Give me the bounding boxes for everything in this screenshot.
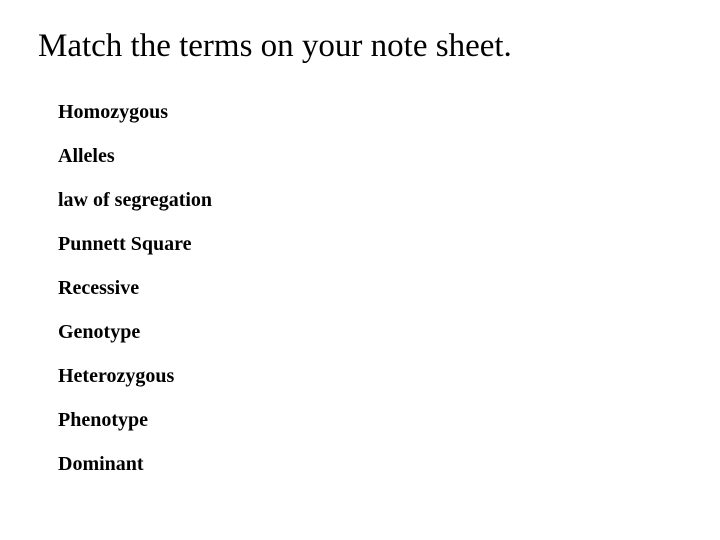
terms-list: Homozygous Alleles law of segregation Pu… <box>58 101 680 476</box>
term-item: Punnett Square <box>58 233 680 256</box>
term-item: Phenotype <box>58 409 680 432</box>
term-item: Genotype <box>58 321 680 344</box>
page-title: Match the terms on your note sheet. <box>38 28 680 65</box>
term-item: Heterozygous <box>58 365 680 388</box>
term-item: Alleles <box>58 145 680 168</box>
term-item: Homozygous <box>58 101 680 124</box>
term-item: law of segregation <box>58 189 680 212</box>
term-item: Dominant <box>58 453 680 476</box>
term-item: Recessive <box>58 277 680 300</box>
